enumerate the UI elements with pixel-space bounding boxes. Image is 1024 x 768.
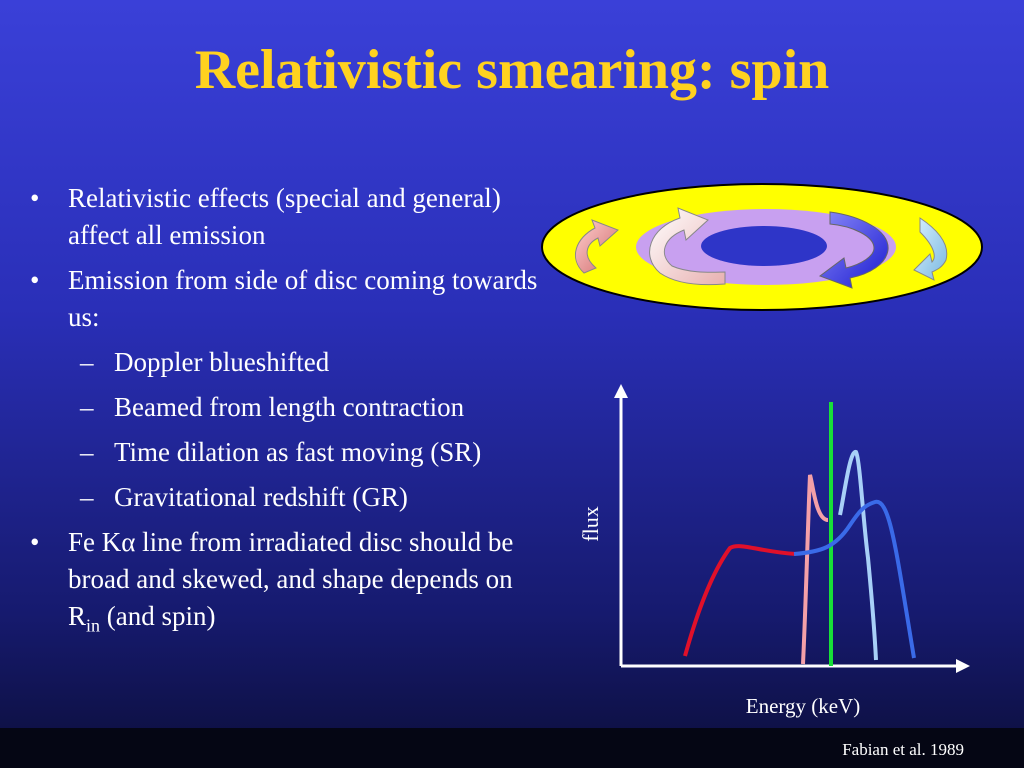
- bullet-fe-line: • Fe Kα line from irradiated disc should…: [28, 524, 538, 644]
- far-left-arrow-icon: [575, 219, 619, 274]
- footer-bar: [0, 728, 1024, 768]
- lightblue-curve: [838, 449, 878, 661]
- slide-title: Relativistic smearing: spin: [194, 39, 830, 101]
- accretion-disc-diagram: [541, 183, 983, 311]
- bullet-relativistic-effects: • Relativistic effects (special and gene…: [28, 180, 538, 254]
- credit-text: Fabian et al. 1989: [842, 740, 964, 759]
- x-axis-arrow-icon: [956, 659, 970, 673]
- red-curve: [683, 544, 797, 657]
- sub-marker: –: [80, 347, 94, 377]
- blue-curve: [793, 499, 916, 659]
- subbullet-gravitational-redshift: – Gravitational redshift (GR): [28, 479, 538, 516]
- bullet-marker: •: [30, 183, 40, 213]
- subbullet-text: Gravitational redshift (GR): [114, 482, 408, 512]
- subbullet-text: Time dilation as fast moving (SR): [114, 437, 482, 467]
- y-axis-label: flux: [578, 506, 603, 541]
- sub-marker: –: [80, 437, 94, 467]
- sub-marker: –: [80, 482, 94, 512]
- x-axis-label: Energy (keV): [746, 694, 861, 718]
- spin-text: (and spin): [100, 601, 216, 631]
- y-axis-arrow-icon: [614, 384, 628, 398]
- subbullet-text: Doppler blueshifted: [114, 347, 330, 377]
- inner-right-arrow-icon: [818, 211, 889, 289]
- line-profile-plot: Energy (keV) flux: [578, 384, 970, 718]
- bullet-text: Emission from side of disc coming toward…: [68, 265, 538, 332]
- subbullet-doppler: – Doppler blueshifted: [28, 344, 538, 381]
- inner-left-arrow-icon: [649, 207, 726, 286]
- r-in-subscript: in: [86, 615, 101, 636]
- fe-k-text: Fe K: [68, 527, 122, 557]
- subbullet-text: Beamed from length contraction: [114, 392, 465, 422]
- bullet-marker: •: [30, 527, 40, 557]
- sub-marker: –: [80, 392, 94, 422]
- pink-curve: [801, 474, 829, 665]
- subbullet-time-dilation: – Time dilation as fast moving (SR): [28, 434, 538, 471]
- bullet-text: Fe Kα line from irradiated disc should b…: [68, 527, 514, 635]
- bullet-marker: •: [30, 265, 40, 295]
- disc-hole: [701, 226, 827, 266]
- bullet-list: • Relativistic effects (special and gene…: [28, 180, 538, 652]
- fe-line-text: line from irradiated disc should be broa…: [68, 527, 514, 631]
- bullet-text: Relativistic effects (special and genera…: [68, 183, 501, 250]
- far-right-arrow-icon: [913, 217, 948, 281]
- alpha-symbol: α: [121, 527, 136, 557]
- subbullet-beamed: – Beamed from length contraction: [28, 389, 538, 426]
- bullet-emission-side: • Emission from side of disc coming towa…: [28, 262, 538, 336]
